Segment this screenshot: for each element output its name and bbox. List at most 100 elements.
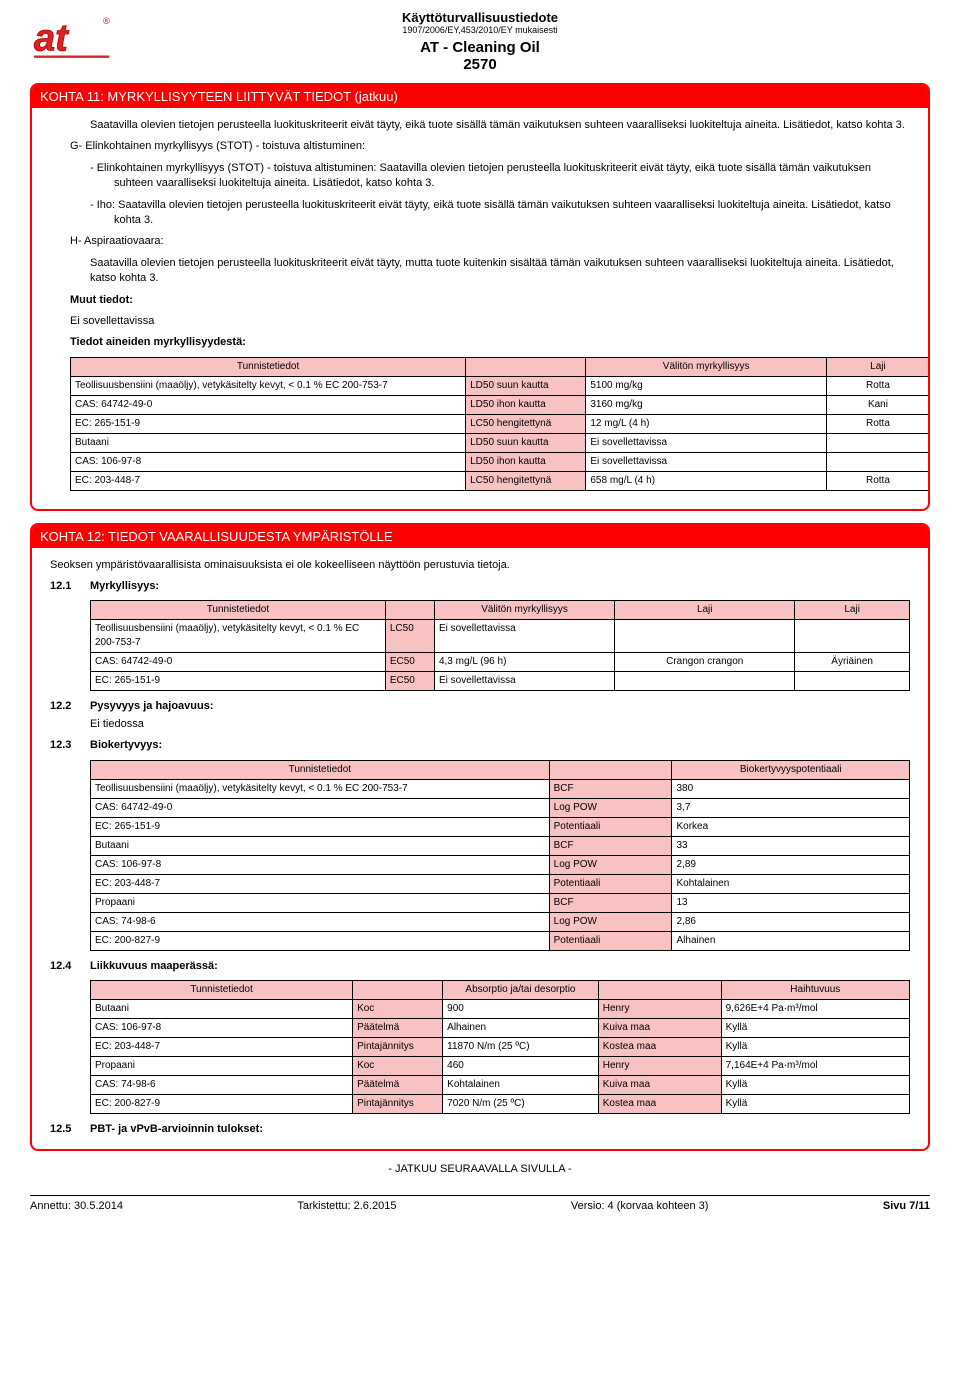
- td: Kani: [826, 395, 929, 414]
- th: Tunnistetiedot: [91, 760, 550, 779]
- td: Log POW: [549, 798, 672, 817]
- td: Henry: [598, 1000, 721, 1019]
- td: 7020 N/m (25 ºC): [443, 1095, 599, 1114]
- td: EC: 203-448-7: [71, 471, 466, 490]
- table-header-row: Tunnistetiedot Biokertyvyyspotentiaali: [91, 760, 910, 779]
- table-row: Teollisuusbensiini (maaöljy), vetykäsite…: [91, 779, 910, 798]
- logo: at ®: [30, 10, 125, 73]
- td: Kyllä: [721, 1038, 909, 1057]
- table-row: CAS: 64742-49-0EC504,3 mg/L (96 h)Crango…: [91, 653, 910, 672]
- td: BCF: [549, 836, 672, 855]
- td: Propaani: [91, 1057, 353, 1076]
- td: 658 mg/L (4 h): [586, 471, 827, 490]
- td: 3160 mg/kg: [586, 395, 827, 414]
- td: Koc: [353, 1000, 443, 1019]
- td: CAS: 64742-49-0: [91, 798, 550, 817]
- td: Butaani: [91, 836, 550, 855]
- td: CAS: 74-98-6: [91, 1076, 353, 1095]
- table-row: Teollisuusbensiini (maaöljy), vetykäsite…: [91, 620, 910, 653]
- th: Absorptio ja/tai desorptio: [443, 981, 599, 1000]
- footer-page: Sivu 7/11: [883, 1200, 930, 1212]
- th: Laji: [795, 601, 910, 620]
- td: 12 mg/L (4 h): [586, 414, 827, 433]
- table-row: ButaaniKoc900Henry9,626E+4 Pa·m³/mol: [91, 1000, 910, 1019]
- table-header-row: Tunnistetiedot Välitön myrkyllisyys Laji: [71, 357, 930, 376]
- table-row: PropaaniKoc460Henry7,164E+4 Pa·m³/mol: [91, 1057, 910, 1076]
- td: Kostea maa: [598, 1038, 721, 1057]
- th: Laji: [826, 357, 929, 376]
- td: Kyllä: [721, 1095, 909, 1114]
- th: [598, 981, 721, 1000]
- label: Biokertyvyys:: [90, 738, 162, 753]
- td: Ei sovellettavissa: [434, 672, 614, 691]
- footer-continue: - JATKUU SEURAAVALLA SIVULLA -: [30, 1163, 930, 1175]
- td: LC50 hengitettynä: [466, 414, 586, 433]
- td: Ei sovellettavissa: [586, 452, 827, 471]
- td: Rotta: [826, 414, 929, 433]
- s11-h-body: Saatavilla olevien tietojen perusteella …: [90, 256, 910, 287]
- td: 460: [443, 1057, 599, 1076]
- td: Henry: [598, 1057, 721, 1076]
- td: LD50 ihon kautta: [466, 452, 586, 471]
- s11-h-label: H- Aspiraatiovaara:: [70, 234, 910, 249]
- td: LD50 ihon kautta: [466, 395, 586, 414]
- td: [826, 433, 929, 452]
- td: [826, 452, 929, 471]
- td: 11870 N/m (25 ºC): [443, 1038, 599, 1057]
- td: Kuiva maa: [598, 1076, 721, 1095]
- s12-3-heading: 12.3 Biokertyvyys:: [50, 738, 910, 753]
- td: 5100 mg/kg: [586, 376, 827, 395]
- label: Myrkyllisyys:: [90, 579, 159, 594]
- td: [615, 672, 795, 691]
- table-row: CAS: 106-97-8Log POW2,89: [91, 855, 910, 874]
- td: CAS: 106-97-8: [91, 855, 550, 874]
- s12-2-body: Ei tiedossa: [90, 717, 910, 732]
- td: Pintajännitys: [353, 1095, 443, 1114]
- doc-title: Käyttöturvallisuustiedote: [30, 10, 930, 25]
- section-11-header: KOHTA 11: MYRKYLLISYYTEEN LIITTYVÄT TIED…: [32, 85, 928, 108]
- td: 9,626E+4 Pa·m³/mol: [721, 1000, 909, 1019]
- td: Ei sovellettavissa: [434, 620, 614, 653]
- td: CAS: 64742-49-0: [71, 395, 466, 414]
- td: EC: 265-151-9: [71, 414, 466, 433]
- td: Kyllä: [721, 1019, 909, 1038]
- table-row: EC: 203-448-7LC50 hengitettynä658 mg/L (…: [71, 471, 930, 490]
- section-12-header: KOHTA 12: TIEDOT VAARALLISUUDESTA YMPÄRI…: [32, 525, 928, 548]
- td: LD50 suun kautta: [466, 433, 586, 452]
- td: Teollisuusbensiini (maaöljy), vetykäsite…: [71, 376, 466, 395]
- table-row: EC: 265-151-9EC50Ei sovellettavissa: [91, 672, 910, 691]
- s11-muut-body: Ei sovellettavissa: [70, 314, 910, 329]
- table-row: EC: 203-448-7PotentiaaliKohtalainen: [91, 874, 910, 893]
- s11-g-label: G- Elinkohtainen myrkyllisyys (STOT) - t…: [70, 139, 910, 154]
- table-row: CAS: 74-98-6Log POW2,86: [91, 912, 910, 931]
- num: 12.4: [50, 959, 80, 974]
- td: EC50: [385, 653, 434, 672]
- td: CAS: 106-97-8: [91, 1019, 353, 1038]
- table-row: EC: 265-151-9LC50 hengitettynä12 mg/L (4…: [71, 414, 930, 433]
- td: CAS: 64742-49-0: [91, 653, 386, 672]
- td: Päätelmä: [353, 1076, 443, 1095]
- td: Äyriäinen: [795, 653, 910, 672]
- th: [385, 601, 434, 620]
- s12-2-heading: 12.2 Pysyvyys ja hajoavuus:: [50, 699, 910, 714]
- td: 7,164E+4 Pa·m³/mol: [721, 1057, 909, 1076]
- s11-intro: Saatavilla olevien tietojen perusteella …: [90, 118, 910, 133]
- th: Tunnistetiedot: [91, 601, 386, 620]
- num: 12.2: [50, 699, 80, 714]
- td: CAS: 74-98-6: [91, 912, 550, 931]
- page-header: at ® Käyttöturvallisuustiedote 1907/2006…: [30, 10, 930, 73]
- td: BCF: [549, 893, 672, 912]
- section-11: KOHTA 11: MYRKYLLISYYTEEN LIITTYVÄT TIED…: [30, 83, 930, 511]
- td: CAS: 106-97-8: [71, 452, 466, 471]
- table-row: EC: 200-827-9Pintajännitys7020 N/m (25 º…: [91, 1095, 910, 1114]
- doc-subtitle: 1907/2006/EY,453/2010/EY mukaisesti: [30, 25, 930, 35]
- td: 33: [672, 836, 910, 855]
- td: Koc: [353, 1057, 443, 1076]
- td: Korkea: [672, 817, 910, 836]
- th: [549, 760, 672, 779]
- section-12: KOHTA 12: TIEDOT VAARALLISUUDESTA YMPÄRI…: [30, 523, 930, 1152]
- num: 12.1: [50, 579, 80, 594]
- td: Butaani: [91, 1000, 353, 1019]
- td: Alhainen: [672, 931, 910, 950]
- td: Rotta: [826, 471, 929, 490]
